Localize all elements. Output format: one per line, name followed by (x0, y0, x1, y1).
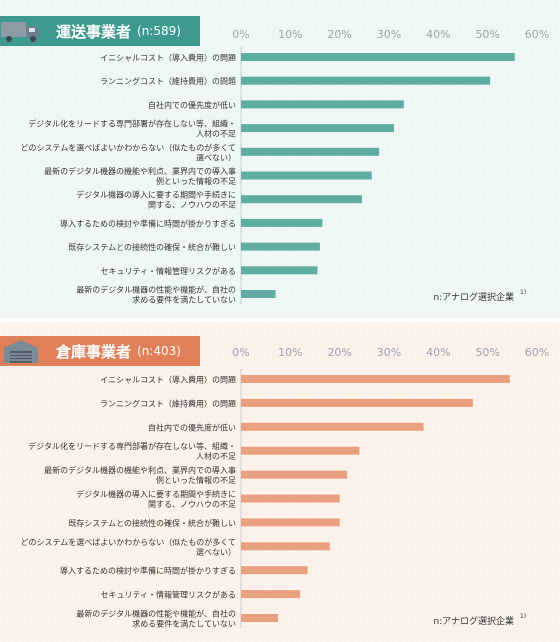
chart-transport: 0% 10% 20% 30% 40% 50% 60% イニシャルコスト（導入費用）の問題ランニ… (0, 0, 560, 318)
bar (241, 147, 380, 156)
panel-header: 運送事業者 (n:589) (0, 16, 200, 46)
bar (241, 375, 510, 383)
tick-label: 40% (426, 346, 450, 359)
tick-label: 20% (327, 28, 351, 41)
bar (241, 566, 308, 575)
category-label: 自社内での優先度が低い (148, 100, 236, 110)
category-label: 自社内での優先度が低い (148, 422, 236, 432)
category-label: どのシステムを選べばよいかわからない（似たものが多くて (20, 142, 236, 152)
category-label: 既存システムとの接続性の確保・統合が難しい (68, 518, 236, 528)
category-label: 最新のデジタル機器の性能や機能が、自社の (76, 285, 236, 295)
panel-title: 倉庫事業者 (56, 342, 132, 361)
bar (241, 242, 320, 251)
sample-size: (n:403) (137, 344, 181, 358)
category-label: 選べない） (196, 152, 236, 162)
category-label: 人材の不足 (196, 129, 236, 139)
category-label: デジタル化をリードする専門部署が存在しない等、組織・ (28, 119, 236, 129)
tick-label: 60% (525, 346, 549, 359)
category-label: デジタル化をリードする専門部署が存在しない等、組織・ (28, 441, 236, 451)
bar (241, 446, 360, 455)
tick-label: 40% (426, 28, 450, 41)
category-label: 最新のデジタル機器の機能や利点、業界内での導入事 (44, 465, 236, 475)
bar (241, 398, 473, 407)
sample-note: n:アナログ選択企業 (433, 615, 514, 627)
bar (241, 422, 424, 431)
tick-label: 30% (377, 28, 401, 41)
category-label: ランニングコスト（維持費用）の問題 (100, 398, 236, 408)
note-superscript: 1) (520, 289, 526, 296)
category-label: 選べない） (196, 547, 236, 557)
category-label: 求める要件を満たしていない (132, 619, 236, 629)
category-label: セキュリティ・情報管理リスクがある (100, 266, 236, 276)
bar (241, 100, 404, 109)
bar (241, 542, 330, 551)
panel-header: 倉庫事業者 (n:403) (0, 336, 200, 366)
category-label: 既存システムとの接続性の確保・統合が難しい (68, 242, 236, 252)
tick-label: 50% (475, 28, 499, 41)
tick-label: 10% (278, 28, 302, 41)
bar (241, 266, 318, 275)
bar (241, 195, 362, 204)
bar (241, 518, 340, 527)
warehouse-icon (4, 340, 38, 363)
tick-label: 10% (278, 346, 302, 359)
category-label: 導入するための検討や準備に時間が掛かりすぎる (60, 218, 236, 228)
category-label: 最新のデジタル機器の機能や利点、業界内での導入事 (44, 166, 236, 176)
category-label: 例といった情報の不足 (156, 475, 236, 485)
category-label: セキュリティ・情報管理リスクがある (100, 590, 236, 600)
truck-icon (1, 22, 40, 42)
category-label: 求める要件を満たしていない (132, 295, 236, 305)
category-label: デジタル機器の導入に要する期間や手続きに (76, 190, 236, 200)
category-label: どのシステムを選べばよいかわからない（似たものが多くて (20, 537, 236, 547)
bar (241, 614, 278, 622)
category-label: ランニングコスト（維持費用）の問題 (100, 76, 236, 86)
category-label: 関する、ノウハウの不足 (148, 201, 236, 210)
category-label: 最新のデジタル機器の性能や機能が、自社の (76, 609, 236, 619)
bar (241, 218, 323, 227)
panel-title: 運送事業者 (56, 22, 132, 41)
tick-label: 30% (377, 346, 401, 359)
category-label: 例といった情報の不足 (156, 176, 236, 186)
category-label: 関する、ノウハウの不足 (148, 500, 236, 509)
category-label: イニシャルコスト（導入費用）の問題 (100, 53, 236, 63)
category-label: 人材の不足 (196, 451, 236, 461)
tick-label: 50% (475, 346, 499, 359)
bar (241, 124, 394, 133)
bar (241, 590, 301, 599)
bar (241, 76, 491, 85)
bar (241, 470, 348, 479)
category-label: イニシャルコスト（導入費用）の問題 (100, 375, 236, 385)
note-superscript: 1) (520, 613, 526, 620)
bar (241, 494, 340, 503)
tick-label: 60% (525, 28, 549, 41)
category-label: デジタル機器の導入に要する期間や手続きに (76, 489, 236, 499)
bar (241, 290, 276, 298)
sample-note: n:アナログ選択企業 (433, 291, 514, 303)
sample-size: (n:589) (137, 24, 181, 38)
chart-warehouse: 0% 10% 20% 30% 40% 50% 60% イニシャルコスト（導入費用）の問題ランニ… (0, 322, 560, 642)
panel-warehouse: 0% 10% 20% 30% 40% 50% 60% イニシャルコスト（導入費用）の問題 ランニ… (0, 322, 560, 642)
bar (241, 53, 515, 61)
tick-label: 0% (232, 346, 249, 359)
tick-label: 20% (327, 346, 351, 359)
tick-label: 0% (232, 28, 249, 41)
panel-transport: 0% 10% 20% 30% 40% 50% 60% イニシャルコスト（導入費用）の問題 ランニ… (0, 0, 560, 318)
category-label: 導入するための検討や準備に時間が掛かりすぎる (60, 566, 236, 576)
bar (241, 171, 372, 180)
